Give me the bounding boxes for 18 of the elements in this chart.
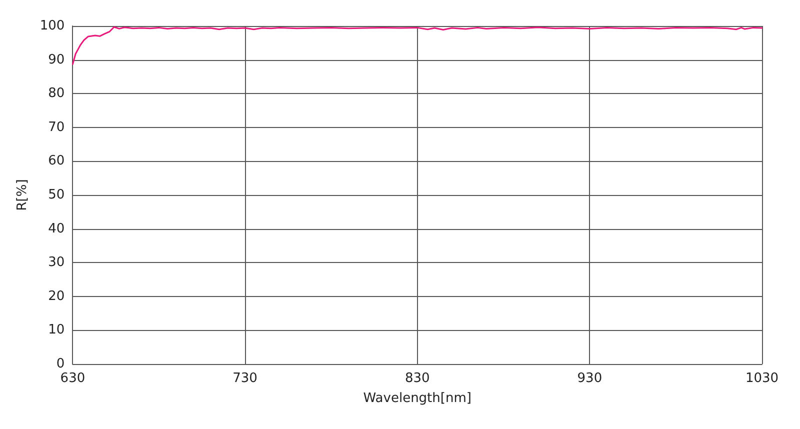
- y-tick-label: 100: [40, 18, 65, 34]
- y-tick-label: 70: [48, 120, 65, 135]
- x-axis-title: Wavelength[nm]: [363, 391, 472, 406]
- y-tick-label: 80: [48, 86, 65, 102]
- x-tick-label: 1030: [745, 371, 779, 386]
- x-tick-label: 630: [60, 371, 86, 386]
- x-tick-label: 830: [404, 371, 430, 386]
- y-tick-label: 10: [48, 322, 65, 338]
- y-tick-label: 40: [48, 221, 65, 236]
- y-tick-label: 30: [48, 255, 65, 270]
- y-tick-label: 0: [56, 356, 65, 372]
- x-tick-label: 730: [232, 371, 258, 386]
- y-tick-label: 90: [48, 52, 65, 68]
- y-tick-label: 60: [48, 154, 65, 169]
- y-tick-label: 20: [48, 288, 65, 304]
- y-axis-title: R[%]: [15, 179, 30, 211]
- y-tick-label: 50: [48, 188, 65, 202]
- x-tick-label: 930: [577, 371, 602, 386]
